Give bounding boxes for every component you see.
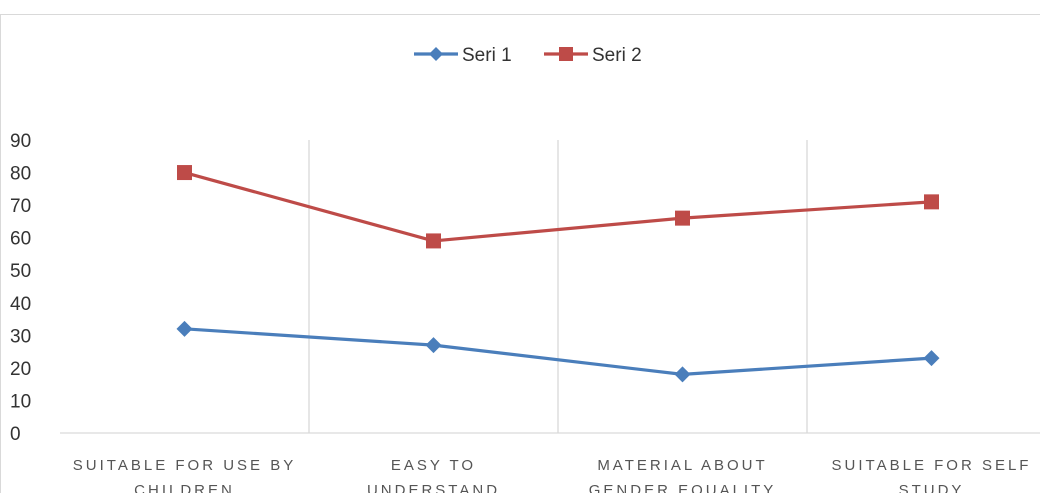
y-axis: 0 10 20 30 40 50 60 70 80 90 [10,131,31,445]
chart-border [0,14,1040,493]
legend-marker [559,47,573,61]
x-axis: SUITABLE FOR USE BY CHILDREN EASY TO UNDERS… [73,457,1032,493]
x-category-label: CHILDREN [134,482,235,493]
data-point-series-2 [675,210,690,226]
y-tick-label: 90 [10,131,31,152]
y-tick-label: 60 [10,229,31,250]
x-category-label: GENDER EQUALITY [589,482,777,493]
data-point-series-1 [176,320,193,337]
legend-label: Seri 1 [462,45,512,66]
x-category-label: UNDERSTAND [367,482,500,493]
legend-marker [429,47,443,61]
x-category-label: EASY TO [391,457,476,474]
y-tick-label: 20 [10,359,31,380]
y-tick-label: 70 [10,196,31,217]
x-category-label: MATERIAL ABOUT [597,457,767,474]
data-point-series-2 [426,233,441,249]
y-tick-label: 0 [10,424,21,445]
series-line-2 [184,171,932,243]
data-point-series-2 [924,194,939,210]
y-tick-label: 50 [10,261,31,282]
legend: Seri 1 Seri 2 [414,45,642,66]
legend-label: Seri 2 [592,45,642,66]
y-tick-label: 80 [10,164,31,185]
x-category-label: STUDY [899,482,965,493]
data-point-series-1 [674,366,691,383]
y-tick-label: 30 [10,326,31,347]
series-layer [176,165,940,383]
data-point-series-1 [425,337,442,354]
series-line-1 [184,327,932,376]
data-point-series-2 [177,165,192,181]
data-point-series-1 [923,350,940,367]
y-tick-label: 10 [10,391,31,412]
gridlines [60,140,1040,434]
x-category-label: SUITABLE FOR SELF [832,457,1032,474]
x-category-label: SUITABLE FOR USE BY [73,457,296,474]
y-tick-label: 40 [10,294,31,315]
